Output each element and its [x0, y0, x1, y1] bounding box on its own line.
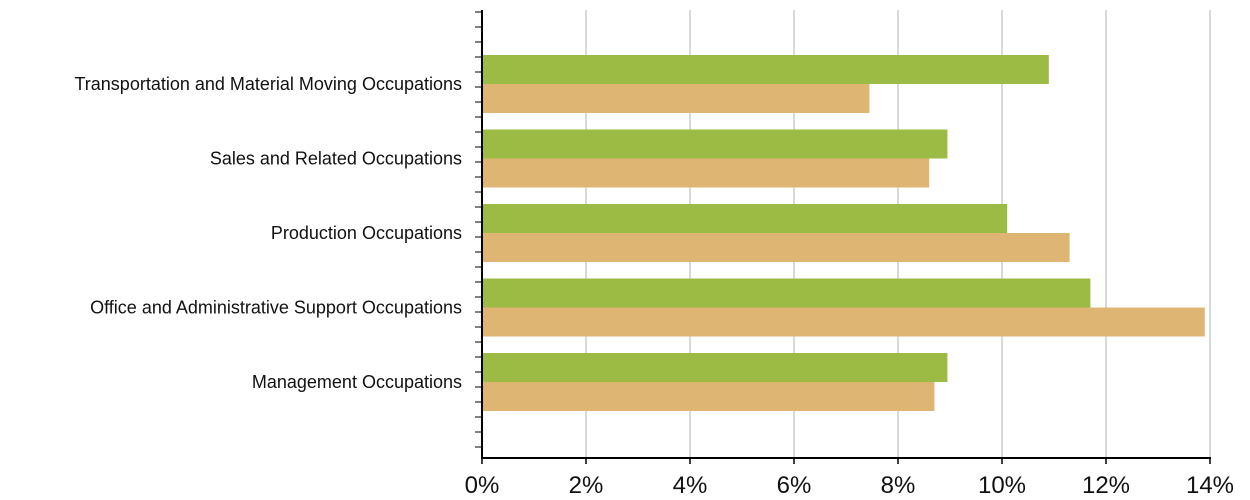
bar-0-series-0 [482, 55, 1049, 84]
x-tick-label: 8% [881, 472, 916, 499]
x-tick-label: 2% [569, 472, 604, 499]
bars [482, 55, 1205, 411]
bar-2-series-0 [482, 204, 1008, 233]
category-label: Office and Administrative Support Occupa… [90, 298, 462, 318]
x-tick-label: 6% [777, 472, 812, 499]
x-tick-label: 10% [978, 472, 1026, 499]
bar-1-series-1 [482, 158, 930, 188]
bar-4-series-1 [482, 382, 935, 411]
bar-0-series-1 [482, 84, 870, 113]
bar-3-series-0 [482, 278, 1091, 308]
labels: Transportation and Material Moving Occup… [74, 74, 1234, 499]
x-tick-label: 4% [673, 472, 708, 499]
bar-3-series-1 [482, 307, 1205, 337]
x-tick-label: 12% [1082, 472, 1130, 499]
category-label: Transportation and Material Moving Occup… [74, 74, 462, 94]
bar-2-series-1 [482, 233, 1070, 262]
bar-1-series-0 [482, 129, 948, 159]
category-label: Production Occupations [271, 223, 462, 243]
x-tick-label: 14% [1186, 472, 1234, 499]
category-label: Management Occupations [252, 372, 462, 392]
axes [475, 10, 1211, 464]
category-label: Sales and Related Occupations [210, 149, 462, 169]
bar-4-series-0 [482, 353, 948, 382]
x-tick-label: 0% [465, 472, 500, 499]
